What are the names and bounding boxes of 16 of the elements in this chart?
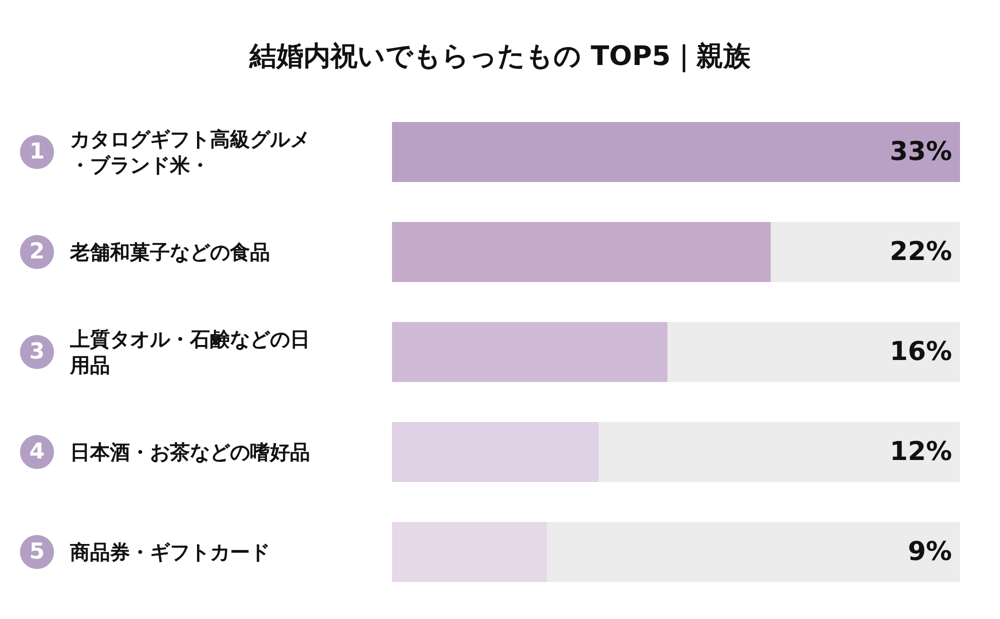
- data-label: 22%: [890, 237, 952, 267]
- text: 1: [29, 140, 45, 164]
- y-tick-label: カタログギフト高級グルメ・ブランド米・: [70, 127, 310, 177]
- y-tick-label: 老舗和菓子などの食品: [69, 240, 270, 264]
- data-label: 9%: [908, 537, 952, 567]
- chart-title: 結婚内祝いでもらったもの TOP5｜親族: [248, 41, 752, 73]
- y-tick-label: 上質タオル・石鹸などの日用品: [69, 327, 310, 377]
- text: 3: [29, 340, 45, 364]
- y-tick-label: 商品券・ギフトカード: [69, 540, 270, 564]
- data-label: 16%: [890, 337, 952, 367]
- text: 5: [29, 540, 45, 564]
- text: 4: [29, 440, 45, 464]
- y-tick-label: 日本酒・お茶などの嗜好品: [70, 440, 310, 464]
- text: 2: [29, 240, 45, 264]
- data-label: 33%: [890, 137, 952, 167]
- data-label: 12%: [890, 437, 952, 467]
